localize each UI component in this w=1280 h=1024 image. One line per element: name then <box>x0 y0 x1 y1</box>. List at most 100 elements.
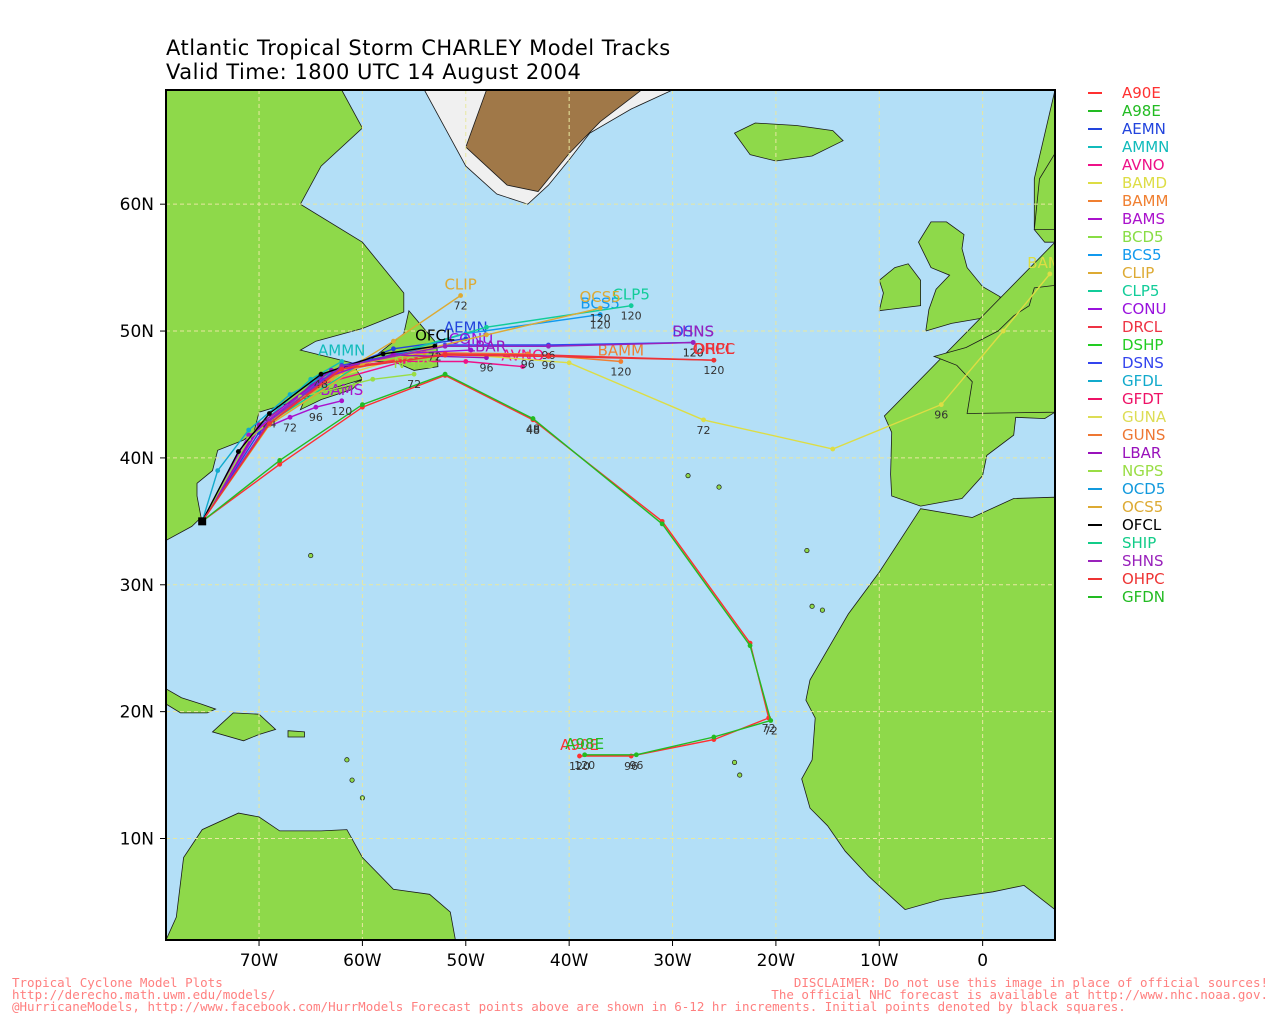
forecast-hour-label: 120 <box>610 365 631 378</box>
forecast-point <box>442 352 448 358</box>
legend-item-gfdt: GFDT <box>1088 390 1278 408</box>
forecast-point <box>484 355 489 361</box>
legend-item-ship: SHIP <box>1088 534 1278 552</box>
legend-item-ngps: NGPS <box>1088 462 1278 480</box>
forecast-hour-label: 72 <box>762 722 776 735</box>
forecast-hour-label: 48 <box>526 424 540 437</box>
legend-item-aemn: AEMN <box>1088 120 1278 138</box>
forecast-point <box>530 416 536 421</box>
legend-item-gfdl: GFDL <box>1088 372 1278 390</box>
legend-label: SHIP <box>1122 534 1157 552</box>
footer-link[interactable]: http://derecho.math.uwm.edu/models/ <box>12 987 276 1002</box>
legend-item-guns: GUNS <box>1088 426 1278 444</box>
forecast-point <box>277 458 283 463</box>
norway <box>1033 152 1055 230</box>
forecast-hour-label: 96 <box>541 359 555 372</box>
y-tick-label: 40N <box>120 449 154 469</box>
legend-label: GFDN <box>1122 588 1166 606</box>
legend-label: OCS5 <box>1122 498 1164 516</box>
track-end-label: DSNS <box>672 322 714 340</box>
legend-swatch <box>1088 218 1102 220</box>
footer-left: Tropical Cyclone Model Plots http://dere… <box>12 976 1126 1013</box>
track-end-label: BCS5 <box>580 295 620 313</box>
legend-swatch <box>1088 146 1102 148</box>
forecast-point <box>313 404 319 410</box>
forecast-hour-label: 96 <box>629 759 643 772</box>
legend-swatch <box>1088 542 1102 544</box>
track-end-label: CLP5 <box>612 286 649 304</box>
forecast-point <box>1000 328 1006 334</box>
y-tick-label: 30N <box>120 576 154 596</box>
legend-item-ohpc: OHPC <box>1088 570 1278 588</box>
forecast-hour-label: 120 <box>683 346 704 359</box>
legend-swatch <box>1088 92 1102 94</box>
legend-item-clp5: CLP5 <box>1088 282 1278 300</box>
forecast-point <box>380 351 386 357</box>
small-island <box>716 484 722 490</box>
legend-item-gfdn: GFDN <box>1088 588 1278 606</box>
greenland-highland <box>465 90 643 192</box>
forecast-point <box>597 312 603 317</box>
track-end-label: OHPC <box>693 340 736 358</box>
x-tick-label: 50W <box>447 951 486 971</box>
legend-swatch <box>1088 164 1102 166</box>
legend-swatch <box>1088 326 1102 328</box>
legend-label: GUNS <box>1122 426 1166 444</box>
forecast-point <box>830 446 836 452</box>
track-end-label: CLIP <box>444 276 476 294</box>
legend-label: DSHP <box>1122 336 1164 354</box>
legend-label: DSNS <box>1122 354 1164 372</box>
forecast-point <box>235 449 241 454</box>
forecast-point <box>246 427 252 433</box>
legend-label: BAMM <box>1122 192 1169 210</box>
legend-swatch <box>1088 506 1102 508</box>
legend-label: BAMD <box>1122 174 1168 192</box>
forecast-point <box>628 303 634 309</box>
forecast-point <box>287 414 293 420</box>
legend-item-avno: AVNO <box>1088 156 1278 174</box>
legend-swatch <box>1088 596 1102 598</box>
track-line <box>201 341 694 522</box>
forecast-point <box>747 643 753 649</box>
legend-item-bamm: BAMM <box>1088 192 1278 210</box>
legend-swatch <box>1088 272 1102 274</box>
track-end-label: OCS5 <box>579 288 620 306</box>
forecast-point <box>582 752 588 758</box>
puerto-rico <box>287 730 305 738</box>
legend-label: BCD5 <box>1122 228 1164 246</box>
forecast-hour-label: 72 <box>454 300 468 313</box>
legend-label: AVNO <box>1122 156 1165 174</box>
track-bamd: 72 96 BAMD <box>201 254 1055 522</box>
y-tick-label: 10N <box>120 830 154 850</box>
track-ohpc: OHPC <box>201 340 736 522</box>
y-tick-label: 20N <box>120 703 154 723</box>
ireland <box>878 263 921 312</box>
forecast-point <box>701 417 706 423</box>
legend-item-a90e: A90E <box>1088 84 1278 102</box>
forecast-point <box>339 398 345 404</box>
legend-item-shns: SHNS <box>1088 552 1278 570</box>
legend-swatch <box>1088 524 1102 526</box>
forecast-hour-label: 96 <box>624 760 638 773</box>
forecast-hour-label: 96 <box>934 409 948 422</box>
forecast-point <box>484 324 489 330</box>
forecast-hour-label: 72 <box>764 725 778 738</box>
legend-swatch <box>1088 182 1102 184</box>
forecast-point <box>659 521 665 527</box>
forecast-point <box>370 376 376 382</box>
legend-label: AEMN <box>1122 120 1166 138</box>
legend-label: OFCL <box>1122 516 1162 534</box>
small-island <box>819 607 825 613</box>
small-island <box>804 547 810 554</box>
legend-item-dsns: DSNS <box>1088 354 1278 372</box>
legend: A90E A98E AEMN AMMN AVNO BAMD BAMM BAMS BCD5 BCS5… <box>1088 84 1278 606</box>
forecast-point <box>463 359 469 364</box>
disclaimer-link[interactable]: The official NHC forecast is available a… <box>771 987 1268 1002</box>
forecast-point <box>546 343 551 349</box>
legend-item-ocs5: OCS5 <box>1088 498 1278 516</box>
track-end-label: OFCL <box>415 326 455 344</box>
legend-item-lbar: LBAR <box>1088 444 1278 462</box>
france-benelux <box>932 284 1055 414</box>
